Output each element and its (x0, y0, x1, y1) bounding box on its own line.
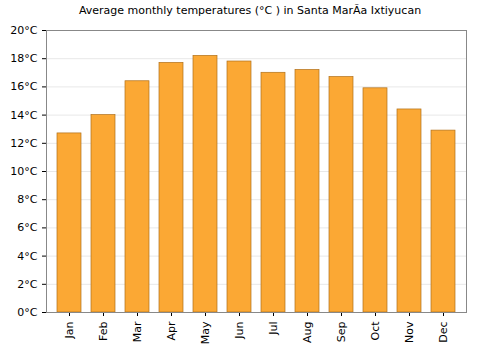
svg-text:Feb: Feb (97, 321, 110, 340)
svg-text:Sep: Sep (335, 321, 348, 342)
svg-text:14°C: 14°C (10, 109, 37, 122)
svg-text:Jan: Jan (63, 321, 76, 339)
svg-text:4°C: 4°C (17, 250, 37, 263)
svg-text:Nov: Nov (403, 321, 416, 343)
svg-text:Dec: Dec (437, 322, 450, 343)
svg-text:12°C: 12°C (10, 137, 37, 150)
svg-text:May: May (199, 321, 212, 344)
svg-text:20°C: 20°C (10, 24, 37, 37)
svg-text:Jul: Jul (267, 322, 280, 336)
svg-text:Apr: Apr (165, 321, 178, 341)
svg-text:Jun: Jun (233, 321, 246, 339)
svg-text:0°C: 0°C (17, 306, 37, 319)
svg-text:16°C: 16°C (10, 80, 37, 93)
svg-text:8°C: 8°C (17, 193, 37, 206)
svg-text:10°C: 10°C (10, 165, 37, 178)
svg-text:18°C: 18°C (10, 52, 37, 65)
svg-text:6°C: 6°C (17, 221, 37, 234)
html-text:Average monthly temperatures (: Average monthly temperatures (°C ) in Sa… (78, 4, 422, 17)
svg-text:Oct: Oct (369, 321, 382, 341)
svg-text:2°C: 2°C (17, 278, 37, 291)
svg-text:Mar: Mar (131, 321, 144, 342)
svg-text:Aug: Aug (301, 322, 314, 343)
